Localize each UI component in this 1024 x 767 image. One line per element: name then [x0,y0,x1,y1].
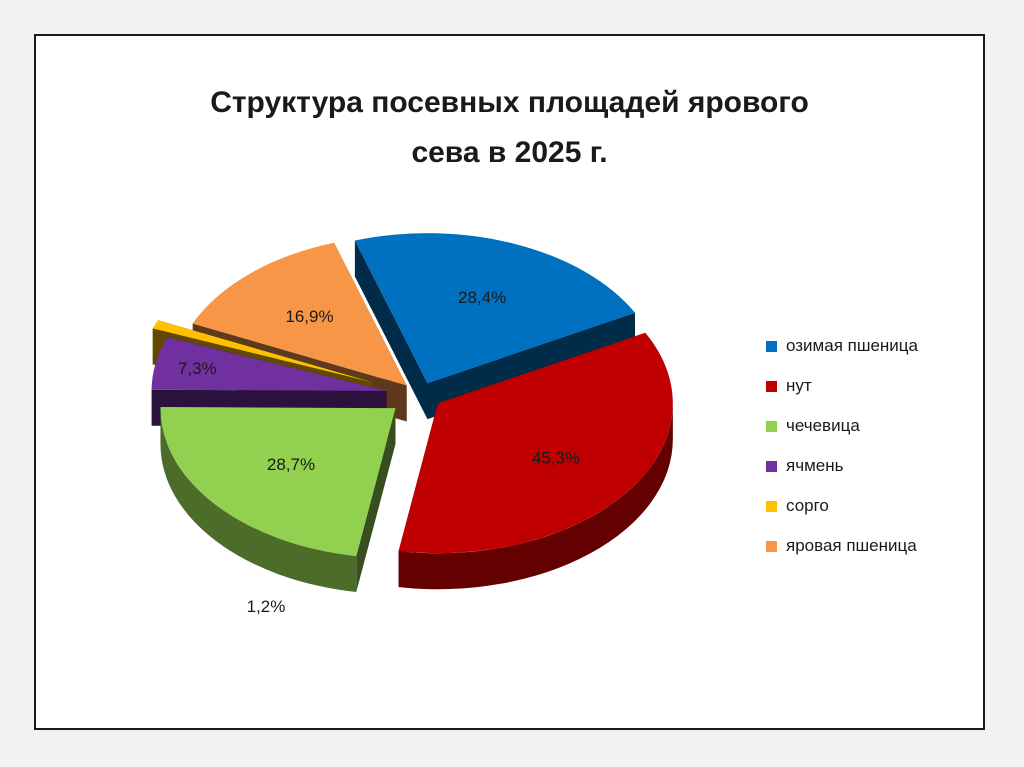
legend-label: яровая пшеница [786,536,917,555]
slice-labels: 28,4% 45,3% 28,7% 7,3% 1,2% 16,9% [178,288,580,616]
legend-label: нут [786,376,812,395]
chart-title-line-1: Структура посевных площадей ярового [210,86,809,119]
slice-2-side [398,403,673,590]
slice-3-top [160,407,396,557]
data-label-1: 28,4% [458,288,506,307]
data-label-4: 7,3% [178,359,217,378]
legend-item-5: сорго [766,486,918,526]
slice-3-wall-start [356,408,396,593]
legend-item-3: чечевица [766,406,918,446]
legend-label: ячмень [786,456,844,475]
slice-5-top [152,320,373,383]
data-label-6: 16,9% [285,307,333,326]
chart-title-line-2: сева в 2025 г. [411,136,608,169]
legend-swatch [766,420,777,432]
slice-6-top [192,242,407,386]
legend-swatch [766,540,777,552]
slice-3-side [160,408,357,593]
data-label-3: 28,7% [267,455,315,474]
slice-1-wall-start [354,240,428,420]
slice-4-top [151,337,387,391]
legend: озимая пшеница нут чечевица ячмень сорго яров… [766,326,918,566]
legend-swatch [766,340,777,352]
legend-swatch [766,460,777,472]
legend-label: чечевица [786,416,860,435]
chart-title: Структура посевных площадей ярового сева… [34,78,985,178]
legend-label: сорго [786,496,829,515]
legend-item-6: яровая пшеница [766,526,918,566]
data-label-2: 45,3% [532,449,580,468]
slice-tops [151,233,673,557]
slice-2-top [398,332,673,554]
legend-swatch [766,500,777,512]
slice-1-top [354,233,635,384]
legend-item-1: озимая пшеница [766,326,918,366]
data-label-5: 1,2% [247,597,286,616]
legend-item-2: нут [766,366,918,406]
legend-item-4: ячмень [766,446,918,486]
legend-swatch [766,380,777,392]
legend-label: озимая пшеница [786,336,918,355]
